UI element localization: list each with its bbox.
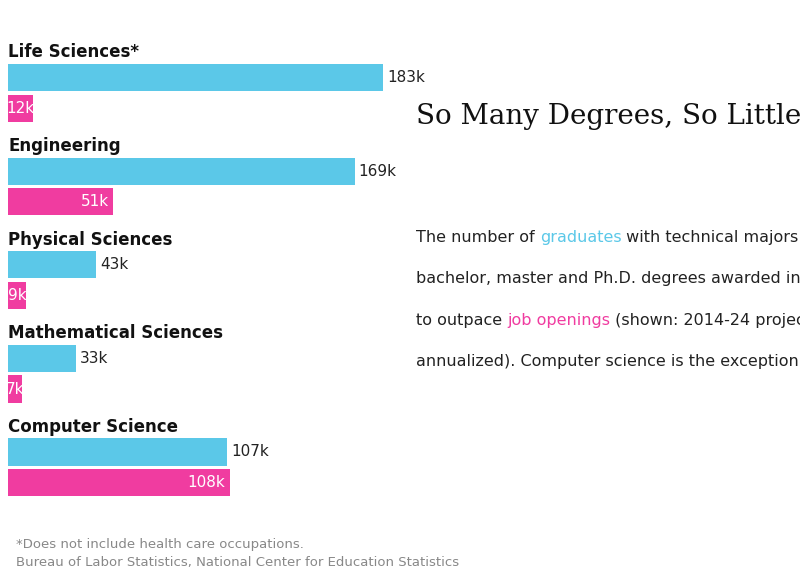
Bar bbox=[8, 345, 76, 372]
Text: 9k: 9k bbox=[8, 288, 26, 303]
Text: 169k: 169k bbox=[358, 164, 397, 179]
Bar bbox=[8, 469, 230, 496]
Text: The number of: The number of bbox=[416, 230, 540, 245]
Bar bbox=[8, 251, 96, 278]
Text: (shown: 2014-24 projections,: (shown: 2014-24 projections, bbox=[610, 313, 800, 328]
Text: to outpace: to outpace bbox=[416, 313, 507, 328]
Text: Bureau of Labor Statistics, National Center for Education Statistics: Bureau of Labor Statistics, National Cen… bbox=[16, 556, 459, 569]
Text: Engineering: Engineering bbox=[8, 137, 121, 155]
Text: bachelor, master and Ph.D. degrees awarded in 2015-16) tends: bachelor, master and Ph.D. degrees award… bbox=[416, 271, 800, 286]
Text: annualized). Computer science is the exception.: annualized). Computer science is the exc… bbox=[416, 354, 800, 369]
Text: Computer Science: Computer Science bbox=[8, 418, 178, 436]
Text: So Many Degrees, So Little Demand: So Many Degrees, So Little Demand bbox=[416, 104, 800, 131]
Text: graduates: graduates bbox=[540, 230, 622, 245]
Text: Physical Sciences: Physical Sciences bbox=[8, 231, 172, 248]
Text: 33k: 33k bbox=[80, 351, 108, 366]
Text: 12k: 12k bbox=[6, 101, 34, 116]
Text: 43k: 43k bbox=[100, 258, 129, 273]
Text: 108k: 108k bbox=[188, 475, 226, 490]
Text: 51k: 51k bbox=[80, 194, 109, 209]
Text: Mathematical Sciences: Mathematical Sciences bbox=[8, 324, 223, 342]
Text: with technical majors (shown:: with technical majors (shown: bbox=[622, 230, 800, 245]
Text: *Does not include health care occupations.: *Does not include health care occupation… bbox=[16, 538, 304, 551]
Bar bbox=[8, 438, 227, 466]
Bar bbox=[8, 282, 26, 309]
Bar bbox=[8, 188, 113, 216]
Bar bbox=[8, 95, 33, 122]
Bar bbox=[8, 158, 354, 185]
Text: Life Sciences*: Life Sciences* bbox=[8, 44, 139, 62]
Text: 107k: 107k bbox=[231, 444, 270, 459]
Text: 183k: 183k bbox=[387, 70, 426, 85]
Text: job openings: job openings bbox=[507, 313, 610, 328]
Bar bbox=[8, 64, 383, 91]
Bar bbox=[8, 375, 22, 402]
Text: 7k: 7k bbox=[6, 382, 25, 397]
